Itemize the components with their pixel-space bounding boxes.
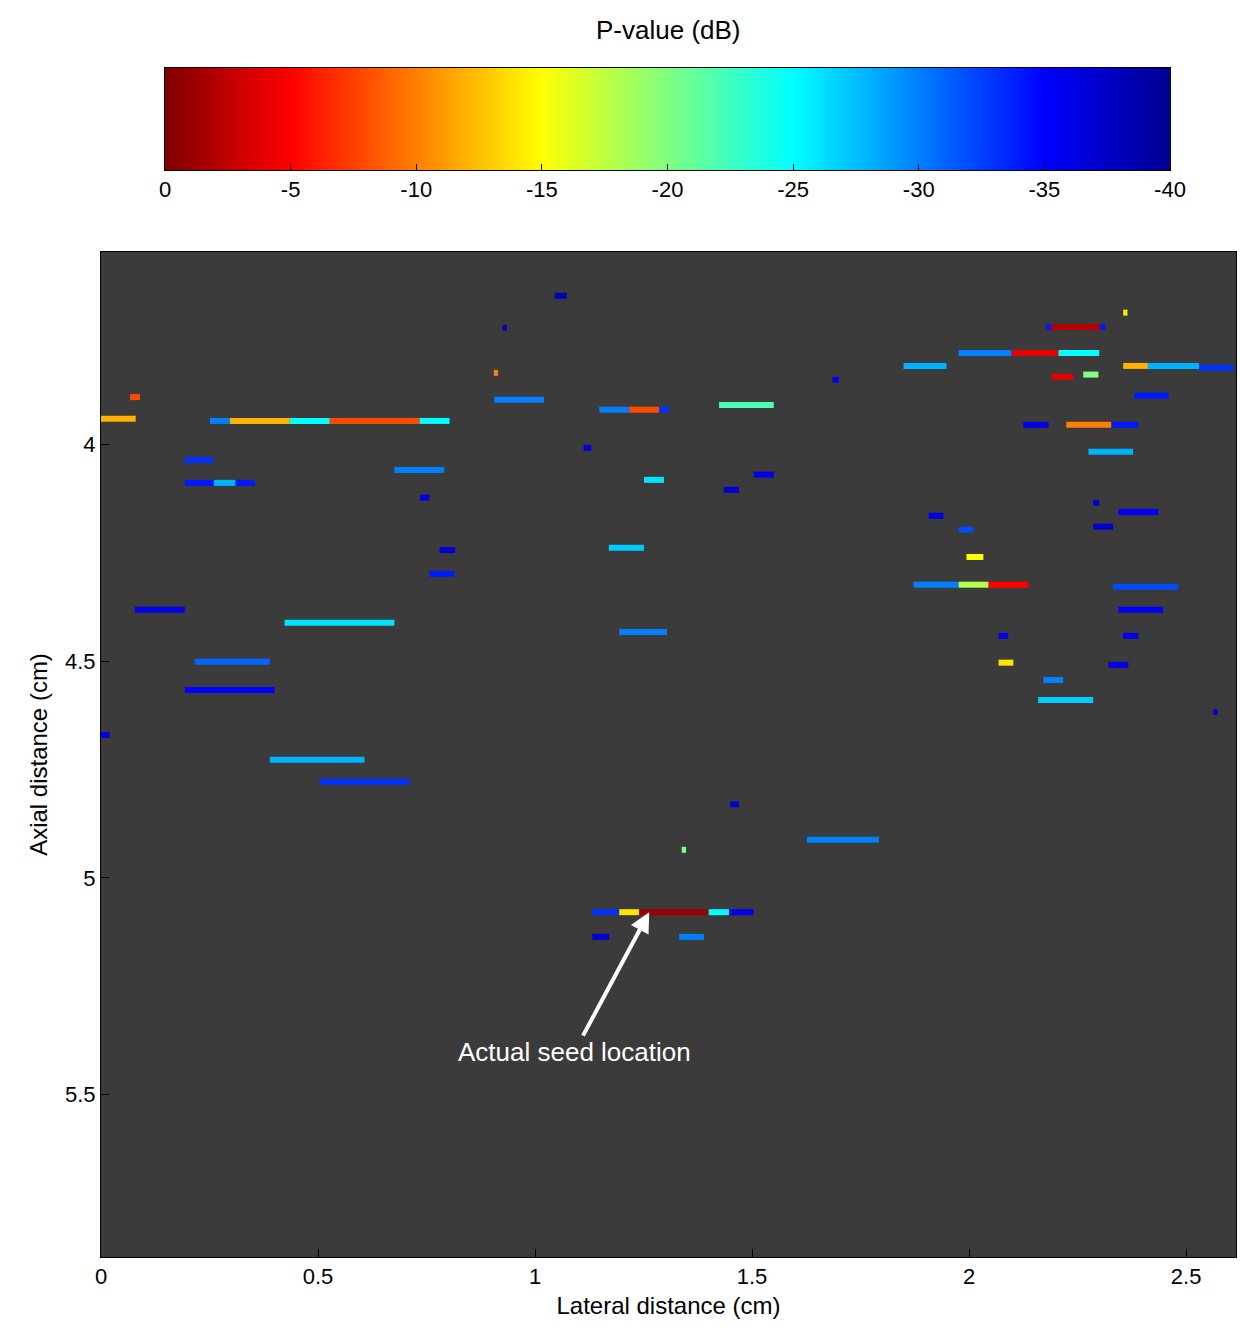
svg-text:Axial distance (cm): Axial distance (cm): [25, 653, 52, 856]
svg-text:Lateral distance (cm): Lateral distance (cm): [556, 1292, 780, 1319]
svg-text:4.5: 4.5: [65, 649, 96, 674]
svg-text:2: 2: [963, 1264, 975, 1289]
svg-text:0: 0: [159, 177, 171, 202]
svg-text:0: 0: [95, 1264, 107, 1289]
svg-text:-25: -25: [777, 177, 809, 202]
svg-text:-10: -10: [400, 177, 432, 202]
svg-text:-40: -40: [1154, 177, 1186, 202]
svg-text:1: 1: [529, 1264, 541, 1289]
svg-text:2.5: 2.5: [1171, 1264, 1202, 1289]
svg-text:1.5: 1.5: [737, 1264, 768, 1289]
svg-text:4: 4: [83, 432, 95, 457]
svg-text:0.5: 0.5: [303, 1264, 334, 1289]
svg-text:-5: -5: [281, 177, 301, 202]
svg-text:Actual seed location: Actual seed location: [458, 1037, 691, 1067]
svg-text:5: 5: [83, 866, 95, 891]
svg-text:-15: -15: [526, 177, 558, 202]
svg-text:-20: -20: [652, 177, 684, 202]
svg-text:P-value (dB): P-value (dB): [596, 15, 741, 45]
svg-text:-35: -35: [1028, 177, 1060, 202]
svg-text:5.5: 5.5: [65, 1082, 96, 1107]
svg-text:-30: -30: [903, 177, 935, 202]
